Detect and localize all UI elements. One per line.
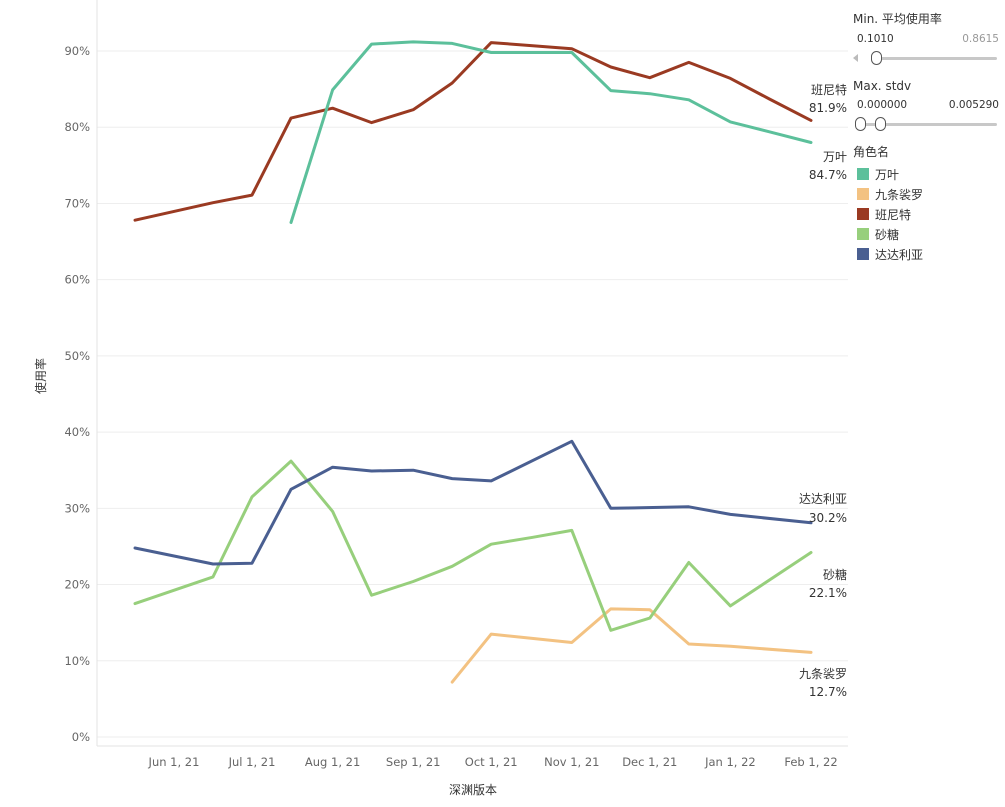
end-label-value: 84.7% [809,168,847,182]
series-line-砂糖[interactable] [133,459,813,632]
legend-swatch [857,248,869,260]
end-label-value: 30.2% [809,511,847,525]
y-tick-label: 40% [64,425,90,439]
end-label-name: 万叶 [823,150,847,164]
legend-label: 达达利亚 [875,247,924,262]
x-axis-ticks: Jun 1, 21 Jul 1, 21 Aug 1, 21 Sep 1, 21 Oct … [148,755,838,769]
y-tick-label: 30% [64,501,90,515]
x-tick-label: Jun 1, 21 [148,755,200,769]
legend-label: 砂糖 [875,227,900,242]
filter-max-stdv-low-value: 0.000000 [857,99,908,111]
filter-min-usage: Min. 平均使用率 0.1010 0.8615 [853,10,1003,67]
legend-swatch [857,228,869,240]
filter-max-stdv: Max. stdv 0.000000 0.005290 [853,79,1003,133]
y-tick-label: 80% [64,120,90,134]
slider-handle-low[interactable] [871,51,882,65]
y-tick-label: 10% [64,654,90,668]
slider-left-arrow-icon[interactable] [853,54,858,62]
x-tick-label: Sep 1, 21 [386,755,441,769]
gridlines [96,0,848,747]
x-tick-label: Nov 1, 21 [544,755,599,769]
end-label-value: 12.7% [809,685,847,699]
filter-max-stdv-title: Max. stdv [853,79,912,93]
series-line-万叶[interactable] [289,40,813,224]
y-axis-title: 使用率 [33,358,48,394]
end-label-name: 九条裟罗 [799,667,847,681]
legend-item[interactable]: 万叶 [853,164,1003,184]
min-usage-slider[interactable] [853,49,1003,67]
y-tick-label: 20% [64,578,90,592]
legend-swatch [857,168,869,180]
legend-swatch [857,188,869,200]
end-label-name: 班尼特 [811,82,847,97]
x-tick-label: Feb 1, 22 [784,755,837,769]
side-panel: Min. 平均使用率 0.1010 0.8615 Max. stdv 0.000… [853,10,1003,264]
slider-track[interactable] [875,57,997,60]
x-axis-title: 深渊版本 [449,783,497,797]
series-line-班尼特[interactable] [133,41,813,222]
max-stdv-slider[interactable] [853,115,1003,133]
end-label-value: 81.9% [809,101,847,115]
legend-label: 万叶 [875,167,900,182]
end-label-value: 22.1% [809,586,847,600]
legend-label: 班尼特 [875,207,912,222]
slider-handle-low[interactable] [855,117,866,131]
filter-min-usage-low-value: 0.1010 [857,33,894,45]
series-line-达达利亚[interactable] [133,439,813,566]
legend: 万叶九条裟罗班尼特砂糖达达利亚 [853,164,1003,264]
x-tick-label: Jul 1, 21 [228,755,276,769]
legend-item[interactable]: 九条裟罗 [853,184,1003,204]
series-line-九条裟罗[interactable] [450,607,813,684]
series-lines [133,40,813,684]
legend-swatch [857,208,869,220]
y-tick-label: 0% [72,730,90,744]
x-tick-label: Jan 1, 22 [704,755,756,769]
legend-title: 角色名 [853,145,890,159]
legend-label: 九条裟罗 [875,187,924,202]
x-tick-label: Oct 1, 21 [465,755,518,769]
x-tick-label: Aug 1, 21 [305,755,360,769]
y-tick-label: 90% [64,44,90,58]
x-tick-label: Dec 1, 21 [622,755,677,769]
legend-item[interactable]: 班尼特 [853,204,1003,224]
y-axis-ticks: 0% 10% 20% 30% 40% 50% 60% 70% 80% 90% [64,44,90,744]
y-tick-label: 50% [64,349,90,363]
filter-max-stdv-high-value: 0.005290 [948,99,999,111]
end-label-name: 砂糖 [823,567,847,582]
filter-min-usage-title: Min. 平均使用率 [853,12,942,26]
end-labels: 班尼特 81.9% 万叶 84.7% 九条裟罗 12.7% 砂糖 22.1% 达达利亚 30.2% [799,82,847,699]
y-tick-label: 70% [64,196,90,210]
slider-track[interactable] [857,123,997,126]
legend-item[interactable]: 达达利亚 [853,244,1003,264]
legend-item[interactable]: 砂糖 [853,224,1003,244]
end-label-name: 达达利亚 [799,492,847,506]
filter-min-usage-high-value: 0.8615 [962,33,999,45]
slider-handle-high[interactable] [875,117,886,131]
y-tick-label: 60% [64,273,90,287]
